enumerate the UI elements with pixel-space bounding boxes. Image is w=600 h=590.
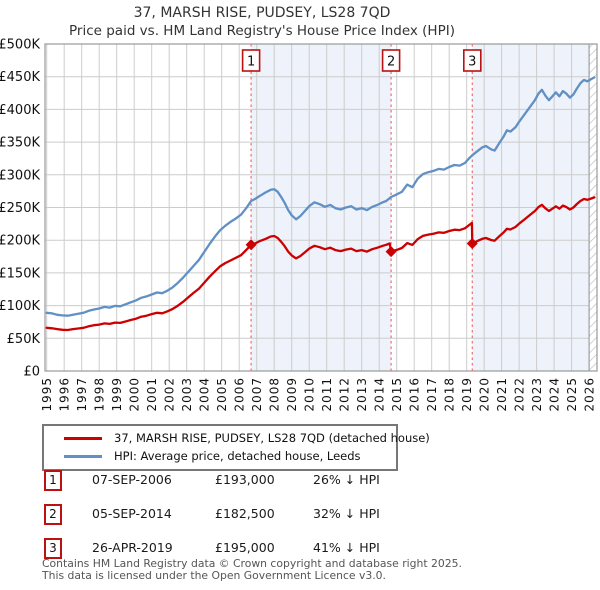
- svg-text:£100K: £100K: [0, 299, 40, 314]
- svg-text:2020: 2020: [478, 377, 492, 412]
- svg-text:3: 3: [468, 55, 476, 70]
- svg-text:1999: 1999: [110, 377, 124, 412]
- page-subtitle: Price paid vs. HM Land Registry's House …: [69, 23, 455, 39]
- svg-text:£450K: £450K: [0, 70, 40, 85]
- license-footer: Contains HM Land Registry data © Crown c…: [42, 558, 462, 582]
- svg-text:£500K: £500K: [0, 38, 40, 53]
- footer-line1: Contains HM Land Registry data © Crown c…: [42, 557, 462, 570]
- transaction-date: 05-SEP-2014: [92, 506, 172, 521]
- svg-text:2001: 2001: [145, 377, 159, 412]
- transaction-date: 07-SEP-2006: [92, 472, 172, 487]
- svg-text:2022: 2022: [513, 377, 527, 412]
- svg-text:2018: 2018: [443, 377, 457, 412]
- hpi-line-swatch: [64, 454, 102, 458]
- transaction-number-badge: 3: [44, 538, 62, 559]
- transaction-hpi-diff: 32% ↓ HPI: [313, 506, 380, 521]
- svg-text:2007: 2007: [250, 377, 264, 412]
- legend-item-property: 37, MARSH RISE, PUDSEY, LS28 7QD (detach…: [50, 429, 430, 447]
- table-row: 1 07-SEP-2006 £193,000 26% ↓ HPI: [42, 470, 558, 492]
- svg-text:2010: 2010: [303, 377, 317, 412]
- footer-line2: This data is licensed under the Open Gov…: [42, 569, 386, 582]
- page-title: 37, MARSH RISE, PUDSEY, LS28 7QD: [133, 5, 391, 21]
- legend-item-hpi: HPI: Average price, detached house, Leed…: [50, 447, 390, 465]
- table-row: 2 05-SEP-2014 £182,500 32% ↓ HPI: [42, 504, 558, 526]
- svg-text:1996: 1996: [58, 377, 72, 412]
- svg-text:2025: 2025: [565, 377, 579, 412]
- transaction-price: £193,000: [215, 472, 275, 487]
- svg-text:2009: 2009: [285, 377, 299, 412]
- svg-text:2015: 2015: [390, 377, 404, 412]
- property-line-swatch: [64, 436, 102, 440]
- svg-text:£200K: £200K: [0, 234, 40, 249]
- svg-text:2000: 2000: [128, 377, 142, 412]
- svg-text:2026: 2026: [583, 377, 597, 412]
- svg-text:£0: £0: [23, 365, 40, 380]
- svg-text:2003: 2003: [180, 377, 194, 412]
- transaction-hpi-diff: 41% ↓ HPI: [313, 540, 380, 555]
- svg-text:2002: 2002: [163, 377, 177, 412]
- svg-text:2017: 2017: [425, 377, 439, 412]
- transaction-date: 26-APR-2019: [92, 540, 173, 555]
- svg-text:2004: 2004: [198, 377, 212, 412]
- svg-text:2: 2: [387, 55, 395, 70]
- svg-text:£300K: £300K: [0, 168, 40, 183]
- svg-text:2021: 2021: [495, 377, 509, 412]
- transaction-number-badge: 2: [44, 504, 62, 525]
- legend-label-property: 37, MARSH RISE, PUDSEY, LS28 7QD (detach…: [114, 431, 430, 445]
- svg-text:2005: 2005: [215, 377, 229, 412]
- svg-text:2014: 2014: [373, 377, 387, 412]
- svg-text:£50K: £50K: [7, 332, 41, 347]
- svg-text:1998: 1998: [93, 377, 107, 412]
- svg-text:2012: 2012: [338, 377, 352, 412]
- svg-text:2023: 2023: [530, 377, 544, 412]
- svg-text:2011: 2011: [320, 377, 334, 412]
- svg-text:2008: 2008: [268, 377, 282, 412]
- table-row: 3 26-APR-2019 £195,000 41% ↓ HPI: [42, 538, 558, 560]
- svg-text:2013: 2013: [355, 377, 369, 412]
- svg-text:2016: 2016: [408, 377, 422, 412]
- price-history-chart: 1 2 3 £0 £50K £100K £150K £200K £250K £300K £350K £…: [0, 38, 598, 412]
- svg-text:2006: 2006: [233, 377, 247, 412]
- svg-text:1: 1: [247, 55, 255, 70]
- transaction-price: £182,500: [215, 506, 275, 521]
- svg-text:£400K: £400K: [0, 103, 40, 118]
- transaction-price: £195,000: [215, 540, 275, 555]
- svg-text:1997: 1997: [75, 377, 89, 412]
- legend-label-hpi: HPI: Average price, detached house, Leed…: [114, 449, 361, 463]
- chart-legend: 37, MARSH RISE, PUDSEY, LS28 7QD (detach…: [42, 424, 430, 471]
- transaction-hpi-diff: 26% ↓ HPI: [313, 472, 380, 487]
- svg-text:1995: 1995: [40, 377, 54, 412]
- svg-text:£250K: £250K: [0, 201, 40, 216]
- svg-text:2024: 2024: [548, 377, 562, 412]
- svg-text:£150K: £150K: [0, 266, 40, 281]
- transaction-number-badge: 1: [44, 470, 62, 491]
- svg-text:2019: 2019: [460, 377, 474, 412]
- svg-text:£350K: £350K: [0, 136, 40, 151]
